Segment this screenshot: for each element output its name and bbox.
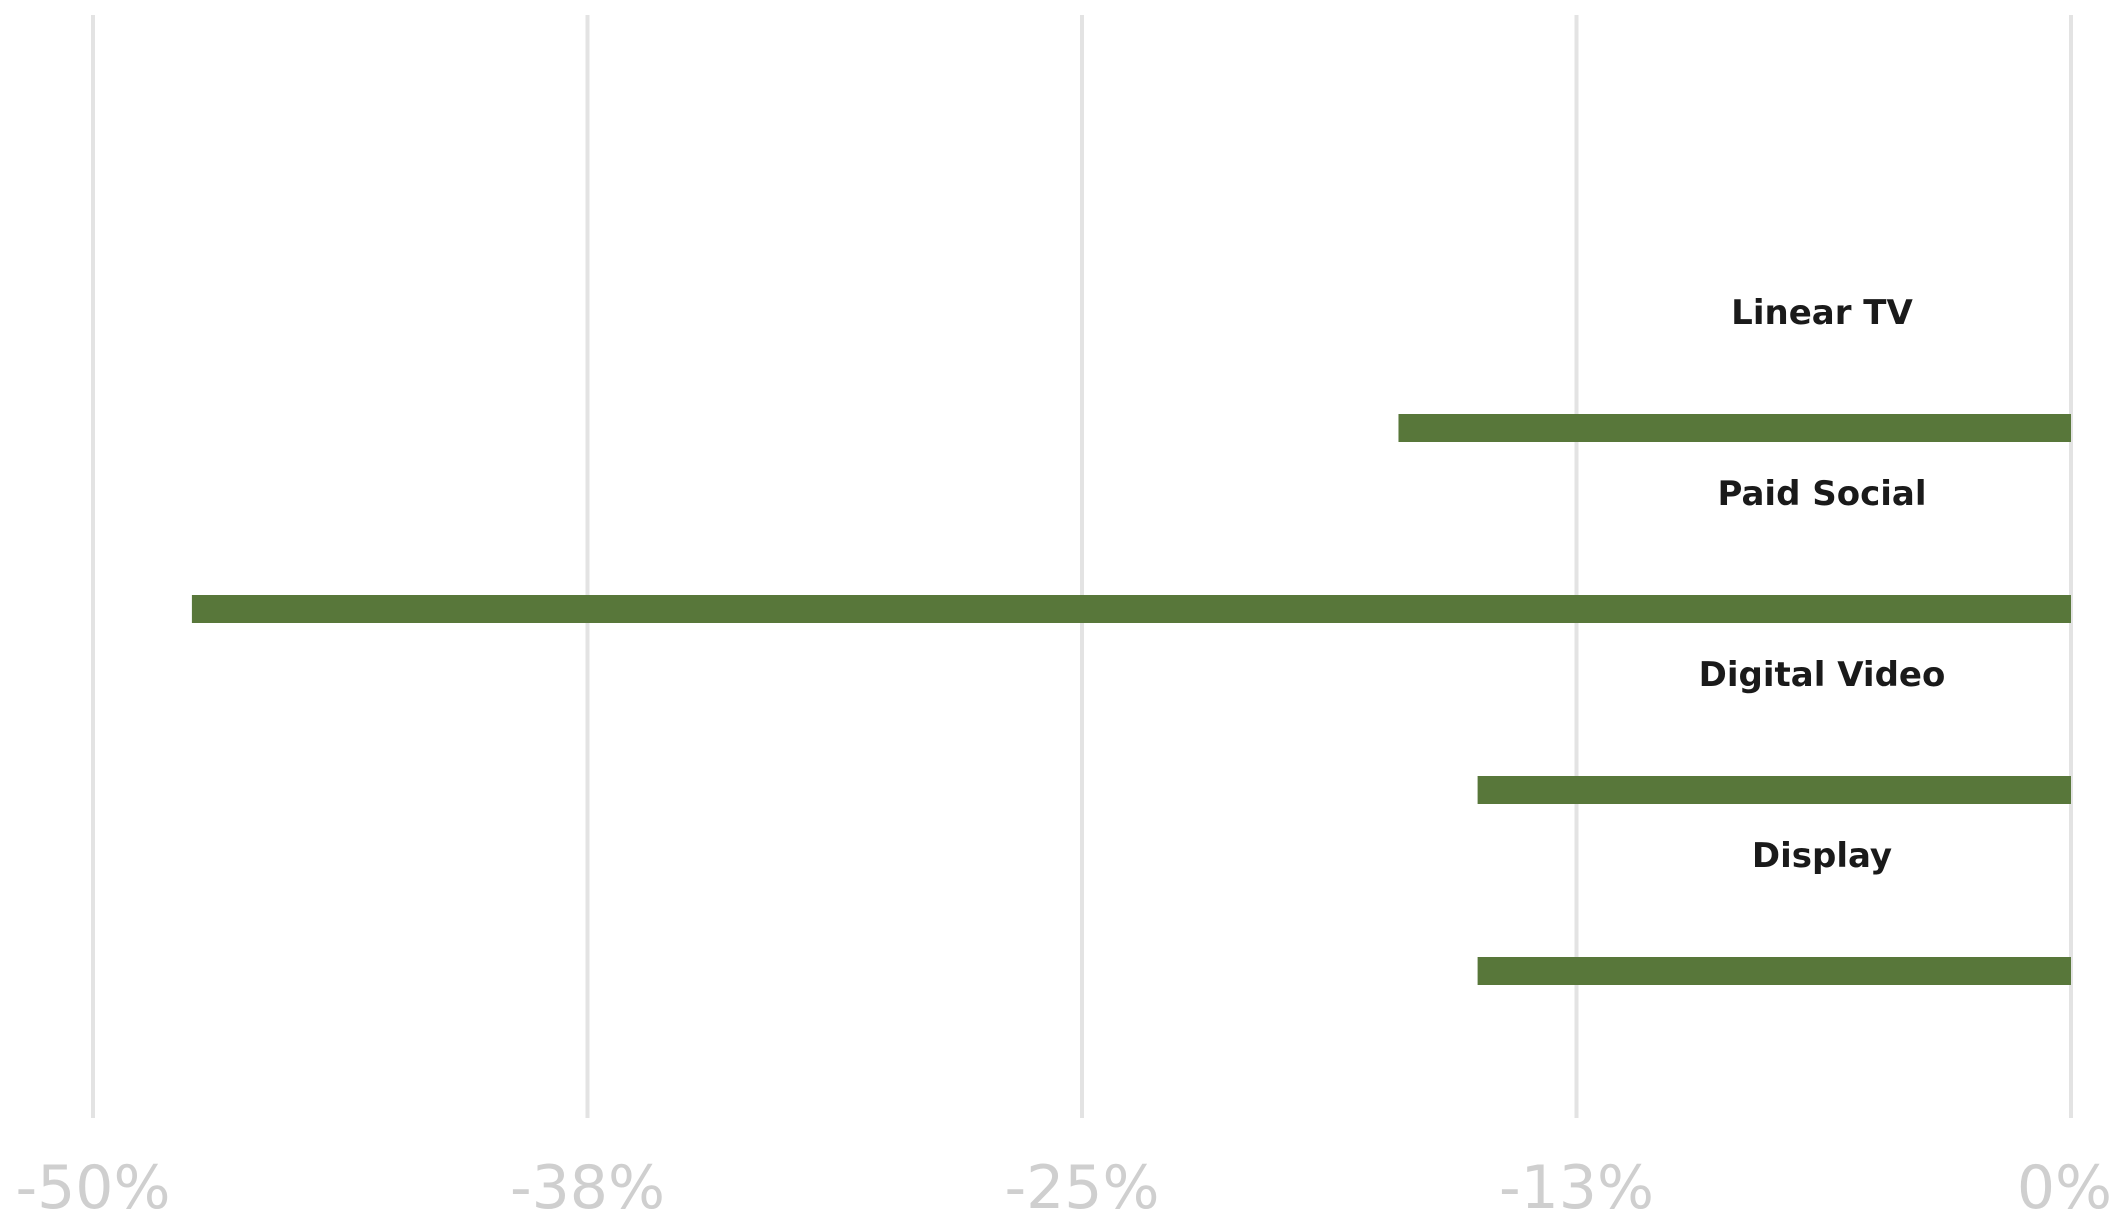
category-label: Paid Social [1717,474,1926,514]
x-tick-label: -38% [510,1153,665,1223]
category-labels: Linear TV Paid Social Digital Video Display [1699,293,1946,876]
bar [1477,776,2071,804]
x-tick-label: 0% [2017,1153,2112,1223]
bars [191,414,2071,985]
category-label: Digital Video [1699,655,1946,695]
bar [1398,414,2071,442]
x-tick-label: -25% [1004,1153,1159,1223]
category-label: Linear TV [1731,293,1913,333]
x-tick-label: -50% [15,1153,170,1223]
x-axis-tick-labels: -50% -38% -25% -13% 0% [15,1153,2112,1223]
category-label: Display [1752,836,1892,876]
gridlines [91,15,2073,1118]
bar [191,595,2071,623]
x-tick-label: -13% [1499,1153,1654,1223]
bar [1477,957,2071,985]
